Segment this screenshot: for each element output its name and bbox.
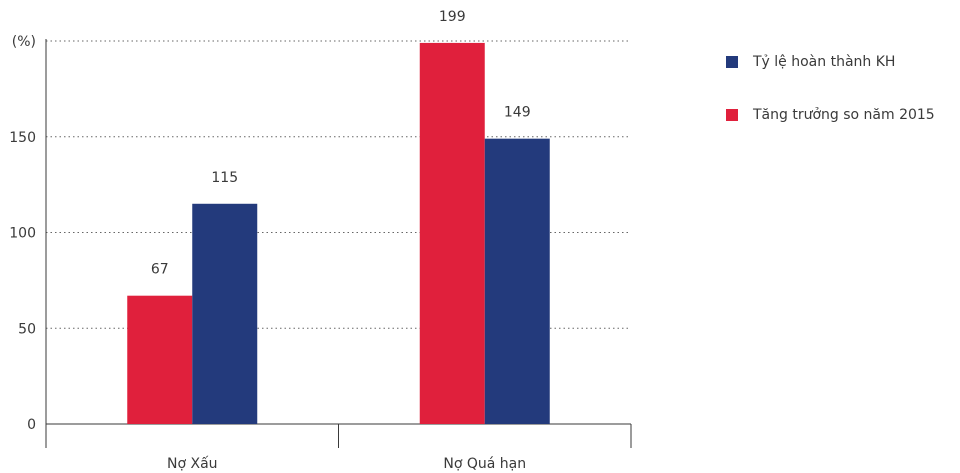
bar-tang-truong [419, 42, 485, 424]
legend-item-ty-le-hoan-thanh: Tỷ lệ hoàn thành KH [726, 52, 935, 72]
legend-item-tang-truong: Tăng trưởng so năm 2015 [726, 105, 935, 125]
data-label: 149 [504, 105, 531, 121]
x-category-label: Nợ Xấu [167, 456, 218, 472]
data-label: 115 [211, 170, 238, 186]
y-axis-label: (%) [12, 34, 36, 50]
data-label: 199 [439, 9, 466, 25]
legend-label: Tỷ lệ hoàn thành KH [753, 54, 896, 70]
legend-label: Tăng trưởng so năm 2015 [753, 107, 935, 123]
legend-swatch-red [726, 109, 738, 121]
y-tick-label: 150 [9, 130, 36, 146]
legend: Tỷ lệ hoàn thành KH Tăng trưởng so năm 2… [726, 52, 935, 158]
x-category-label: Nợ Quá hạn [443, 456, 526, 472]
y-tick-label: 50 [18, 321, 36, 337]
y-tick-label: 0 [27, 417, 36, 433]
data-label: 67 [151, 262, 169, 278]
y-tick-label: 100 [9, 226, 36, 242]
legend-swatch-blue [726, 56, 738, 68]
bar-ty-le [192, 203, 258, 424]
bar-tang-truong [127, 295, 193, 424]
bar-ty-le [484, 138, 550, 425]
